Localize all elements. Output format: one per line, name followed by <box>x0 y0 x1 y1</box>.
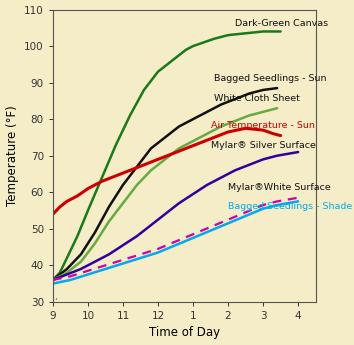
Text: Air Temperature - Sun: Air Temperature - Sun <box>211 121 314 130</box>
X-axis label: Time of Day: Time of Day <box>149 326 220 339</box>
Y-axis label: Temperature (°F): Temperature (°F) <box>6 105 18 206</box>
Text: Mylar® Silver Surface: Mylar® Silver Surface <box>211 141 315 150</box>
Text: White Cloth Sheet: White Cloth Sheet <box>214 94 300 103</box>
Text: Bagged Seedlings - Shade: Bagged Seedlings - Shade <box>228 201 352 210</box>
Text: Dark-Green Canvas: Dark-Green Canvas <box>235 19 328 28</box>
Text: Bagged Seedlings - Sun: Bagged Seedlings - Sun <box>214 73 326 83</box>
Text: Mylar®White Surface: Mylar®White Surface <box>228 183 331 192</box>
